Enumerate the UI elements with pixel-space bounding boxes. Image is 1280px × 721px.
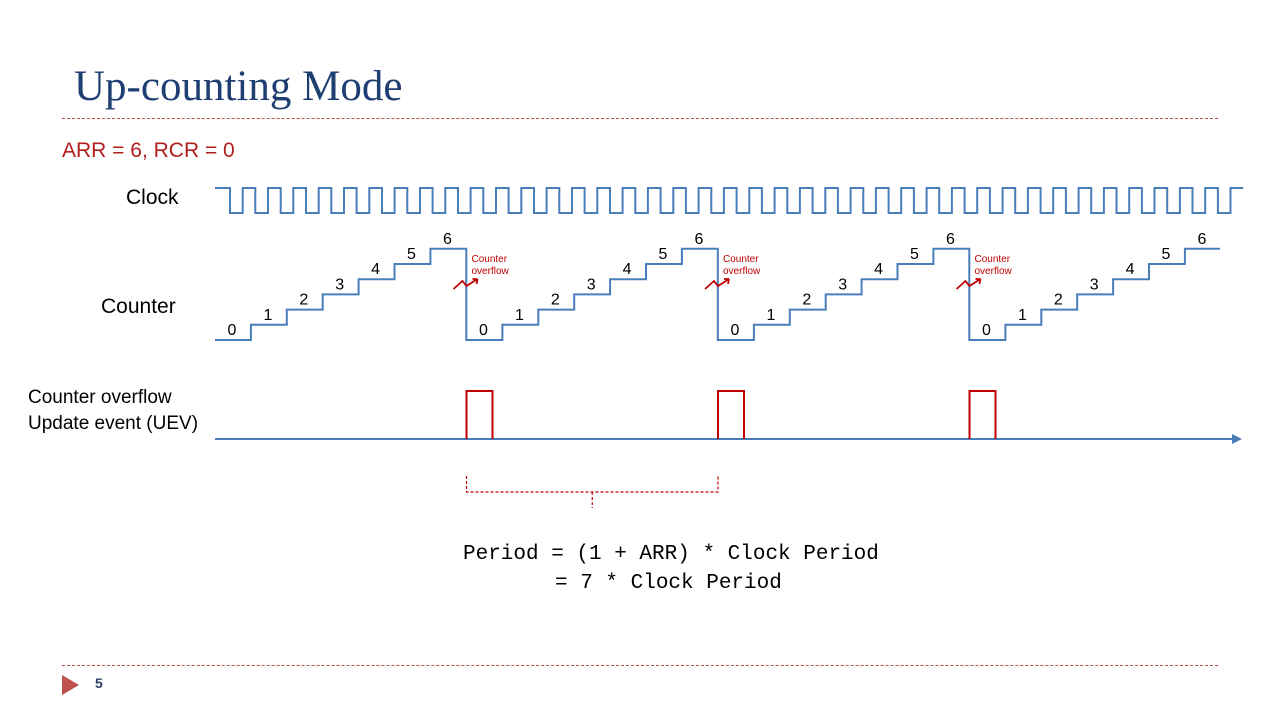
counter-value-label: 0 [228,322,237,339]
clock-label: Clock [126,186,179,209]
counter-value-label: 4 [874,261,883,278]
counter-value-label: 3 [587,276,596,293]
uev-label: Counter overflow Update event (UEV) [28,385,198,437]
overflow-note-line1: Counter [472,254,508,265]
counter-value-label: 2 [1054,292,1063,309]
counter-value-label: 4 [1126,261,1135,278]
counter-value-label: 0 [731,322,740,339]
uev-label-line1: Counter overflow [28,387,172,408]
counter-value-label: 4 [623,261,632,278]
footer-separator [62,665,1218,666]
play-icon [62,675,79,695]
period-brace [465,476,719,508]
period-formula-line2: = 7 * Clock Period [555,572,782,595]
counter-value-label: 6 [443,231,452,248]
counter-value-label: 2 [299,292,308,309]
uev-pulse [465,390,494,439]
title-separator [62,118,1218,119]
counter-value-label: 1 [515,307,524,324]
counter-value-label: 5 [1162,246,1171,263]
counter-value-label: 0 [479,322,488,339]
counter-label: Counter [101,295,176,318]
counter-value-label: 1 [766,307,775,324]
counter-value-label: 5 [407,246,416,263]
counter-value-label: 2 [802,292,811,309]
period-formula-line1: Period = (1 + ARR) * Clock Period [463,543,879,566]
counter-value-label: 1 [1018,307,1027,324]
overflow-note-line1: Counter [975,254,1011,265]
uev-pulse [717,390,745,439]
lightning-icon [955,278,982,290]
counter-waveform [215,247,1220,341]
counter-value-label: 1 [263,307,272,324]
counter-value-label: 3 [838,276,847,293]
counter-value-label: 6 [946,231,955,248]
overflow-note-line2: overflow [472,266,510,277]
uev-arrowhead [1232,434,1242,444]
arr-rcr-parameters: ARR = 6, RCR = 0 [62,139,235,162]
counter-value-label: 5 [910,246,919,263]
counter-value-label: 5 [659,246,668,263]
clock-waveform [215,187,1244,214]
counter-value-label: 6 [1197,231,1206,248]
counter-value-label: 6 [694,231,703,248]
counter-value-label: 3 [335,276,344,293]
counter-value-label: 0 [982,322,991,339]
lightning-icon [452,278,479,290]
overflow-note-line2: overflow [723,266,761,277]
lightning-icon [704,278,730,290]
uev-pulse [968,390,997,439]
uev-label-line2: Update event (UEV) [28,413,199,434]
overflow-note-line2: overflow [975,266,1013,277]
counter-value-label: 4 [371,261,380,278]
counter-value-label: 3 [1090,276,1099,293]
slide-title: Up-counting Mode [74,63,403,110]
overflow-note-line1: Counter [723,254,759,265]
counter-value-label: 2 [551,292,560,309]
page-number: 5 [95,675,103,691]
